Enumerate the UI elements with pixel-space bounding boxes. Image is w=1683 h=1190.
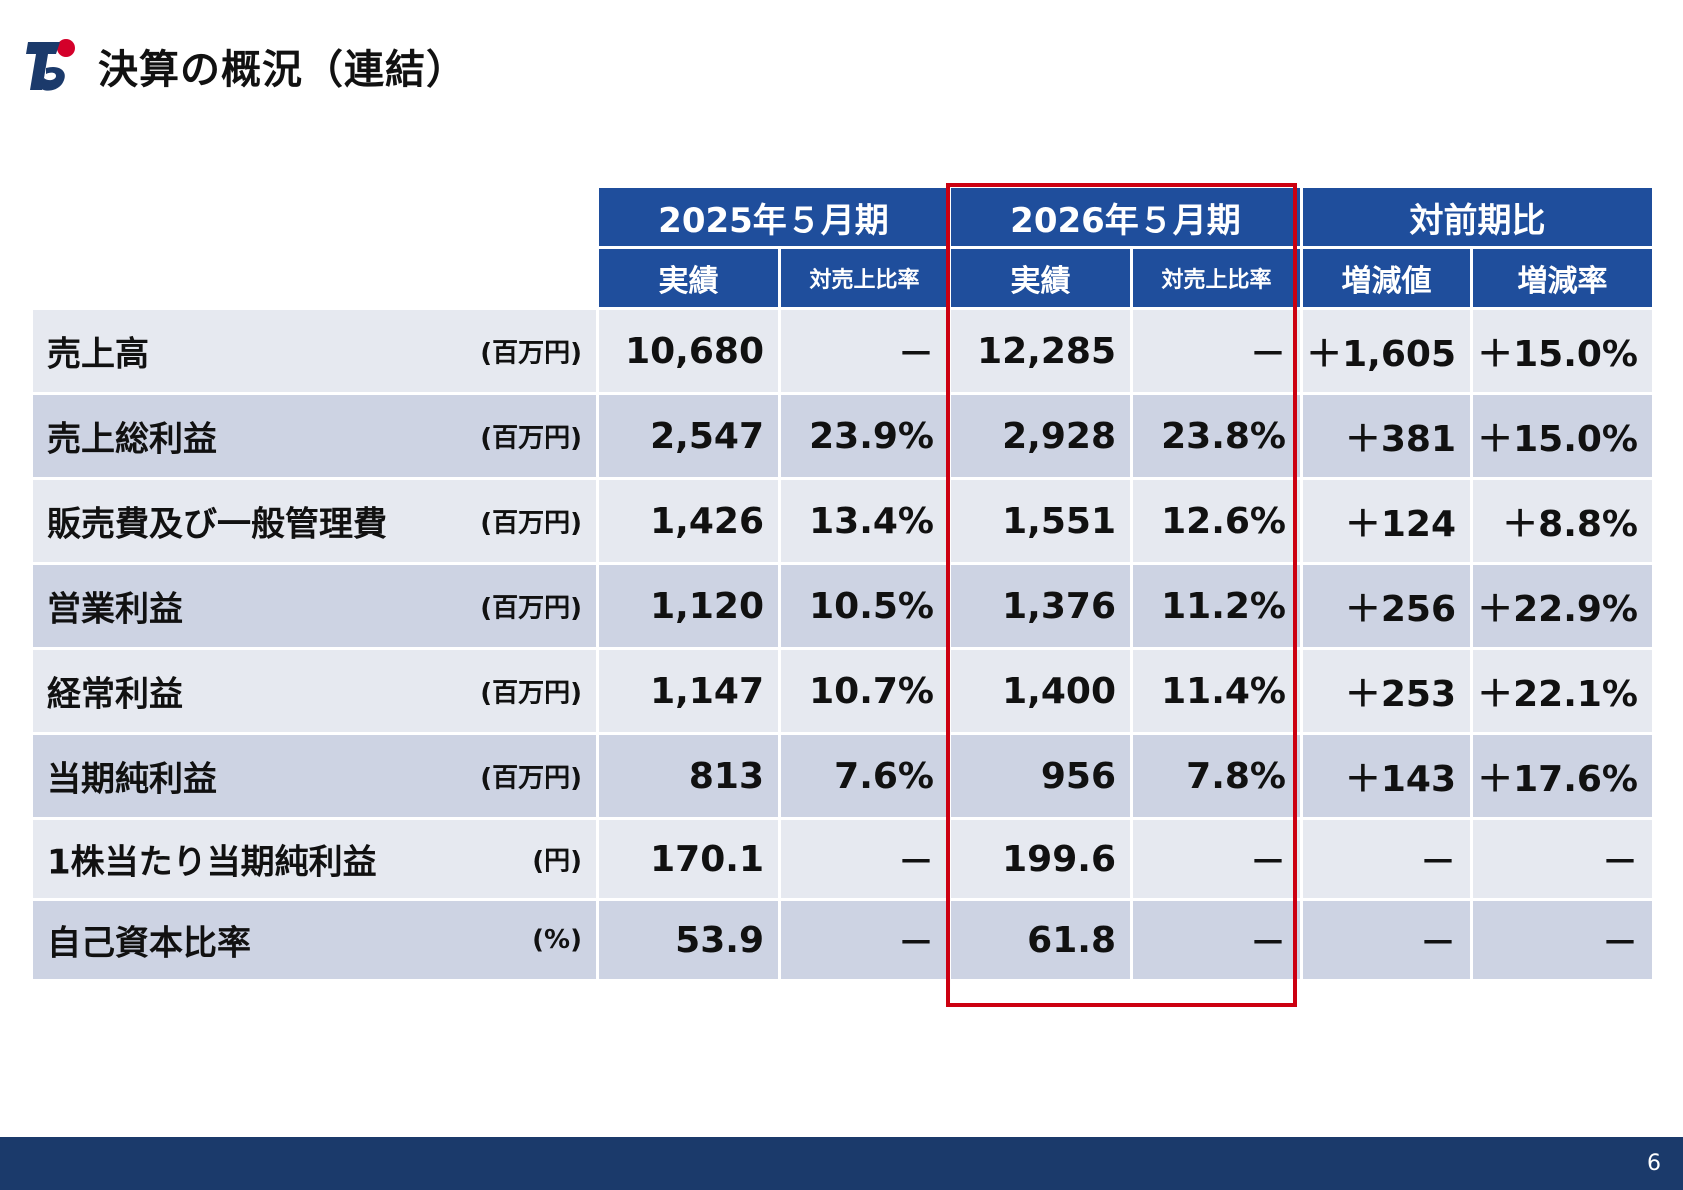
value-cell: 956 <box>948 732 1133 820</box>
value-cell: 7.8% <box>1130 732 1303 820</box>
row-label-cell: 売上総利益 (百万円) <box>30 392 599 480</box>
value-cell: － <box>1470 817 1655 901</box>
value-cell: 10,680 <box>596 307 781 395</box>
row-label-cell: 1株当たり当期純利益 (円) <box>30 817 599 901</box>
row-unit: (円) <box>532 846 582 877</box>
sub-header-change-rate: 増減率 <box>1470 246 1655 310</box>
value-cell: － <box>1300 817 1473 901</box>
value-cell: ＋22.9% <box>1470 562 1655 650</box>
value-cell: ＋1,605 <box>1300 307 1473 395</box>
row-label-cell: 営業利益 (百万円) <box>30 562 599 650</box>
value-cell: 2,547 <box>596 392 781 480</box>
value-cell: ＋143 <box>1300 732 1473 820</box>
value-cell: 170.1 <box>596 817 781 901</box>
value-cell: ＋256 <box>1300 562 1473 650</box>
value-cell: 23.9% <box>778 392 951 480</box>
row-unit: (百万円) <box>480 763 582 794</box>
sub-header-row: 実績 対売上比率 実績 対売上比率 増減値 増減率 <box>31 246 1655 310</box>
value-cell: 2,928 <box>948 392 1133 480</box>
value-cell: － <box>778 898 951 982</box>
value-cell: － <box>1130 307 1303 395</box>
financial-summary-table: 2025年５月期 2026年５月期 対前期比 実績 対売上比率 実績 対売上比率… <box>30 185 1655 982</box>
value-cell: ＋15.0% <box>1470 307 1655 395</box>
page-number: 6 <box>1647 1151 1661 1176</box>
value-cell: 11.4% <box>1130 647 1303 735</box>
value-cell: 10.7% <box>778 647 951 735</box>
value-cell: 13.4% <box>778 477 951 565</box>
value-cell: 61.8 <box>948 898 1133 982</box>
header-blank-cell <box>31 247 598 309</box>
row-label-cell: 売上高 (百万円) <box>30 307 599 395</box>
group-header-yoy: 対前期比 <box>1300 185 1655 249</box>
value-cell: 1,426 <box>596 477 781 565</box>
row-label-cell: 自己資本比率 (%) <box>30 898 599 982</box>
table-row: 当期純利益 (百万円) 813 7.6% 956 7.8% ＋143 ＋17.6% <box>30 732 1655 820</box>
table-row: 営業利益 (百万円) 1,120 10.5% 1,376 11.2% ＋256 ＋… <box>30 562 1655 650</box>
value-cell: 11.2% <box>1130 562 1303 650</box>
row-unit: (百万円) <box>480 593 582 624</box>
row-label: 営業利益 <box>47 589 183 630</box>
value-cell: － <box>778 817 951 901</box>
sub-header-ratio-2026: 対売上比率 <box>1130 246 1303 310</box>
value-cell: 53.9 <box>596 898 781 982</box>
value-cell: － <box>1470 898 1655 982</box>
company-t-logo-icon <box>26 38 78 94</box>
sub-header-actual-2025: 実績 <box>596 246 781 310</box>
value-cell: ＋381 <box>1300 392 1473 480</box>
row-unit: (百万円) <box>480 508 582 539</box>
value-cell: － <box>1130 898 1303 982</box>
value-cell: － <box>778 307 951 395</box>
page-title: 決算の概況（連結） <box>98 47 467 93</box>
value-cell: 7.6% <box>778 732 951 820</box>
value-cell: 1,400 <box>948 647 1133 735</box>
value-cell: 199.6 <box>948 817 1133 901</box>
header-blank-cell <box>31 186 598 248</box>
value-cell: － <box>1300 898 1473 982</box>
row-label-cell: 経常利益 (百万円) <box>30 647 599 735</box>
group-header-fy2025: 2025年５月期 <box>596 185 951 249</box>
value-cell: 23.8% <box>1130 392 1303 480</box>
table-row: 販売費及び一般管理費 (百万円) 1,426 13.4% 1,551 12.6% … <box>30 477 1655 565</box>
value-cell: 1,551 <box>948 477 1133 565</box>
row-unit: (%) <box>532 925 582 955</box>
group-header-fy2026: 2026年５月期 <box>948 185 1303 249</box>
sub-header-ratio-2025: 対売上比率 <box>778 246 951 310</box>
row-label: 当期純利益 <box>47 759 217 800</box>
sub-header-actual-2026: 実績 <box>948 246 1133 310</box>
value-cell: 813 <box>596 732 781 820</box>
table-row: 経常利益 (百万円) 1,147 10.7% 1,400 11.4% ＋253 ＋… <box>30 647 1655 735</box>
table-row: 売上高 (百万円) 10,680 － 12,285 － ＋1,605 ＋15.0% <box>30 307 1655 395</box>
slide-header: 決算の概況（連結） <box>26 36 467 96</box>
row-label: 売上総利益 <box>47 419 217 460</box>
value-cell: 1,147 <box>596 647 781 735</box>
value-cell: ＋15.0% <box>1470 392 1655 480</box>
table-row: 売上総利益 (百万円) 2,547 23.9% 2,928 23.8% ＋381 … <box>30 392 1655 480</box>
row-unit: (百万円) <box>480 338 582 369</box>
table-row: 自己資本比率 (%) 53.9 － 61.8 － － － <box>30 898 1655 982</box>
value-cell: 10.5% <box>778 562 951 650</box>
row-label: 自己資本比率 <box>47 923 251 964</box>
row-label-cell: 販売費及び一般管理費 (百万円) <box>30 477 599 565</box>
row-label: 売上高 <box>47 334 149 375</box>
value-cell: 12.6% <box>1130 477 1303 565</box>
row-unit: (百万円) <box>480 423 582 454</box>
value-cell: － <box>1130 817 1303 901</box>
value-cell: ＋253 <box>1300 647 1473 735</box>
row-label: 経常利益 <box>47 674 183 715</box>
footer-bar: 6 <box>0 1137 1683 1190</box>
value-cell: 1,376 <box>948 562 1133 650</box>
value-cell: ＋124 <box>1300 477 1473 565</box>
group-header-row: 2025年５月期 2026年５月期 対前期比 <box>31 185 1655 249</box>
table-row: 1株当たり当期純利益 (円) 170.1 － 199.6 － － － <box>30 817 1655 901</box>
row-label: 1株当たり当期純利益 <box>47 842 377 883</box>
row-unit: (百万円) <box>480 678 582 709</box>
sub-header-change-value: 増減値 <box>1300 246 1473 310</box>
row-label-cell: 当期純利益 (百万円) <box>30 732 599 820</box>
value-cell: ＋8.8% <box>1470 477 1655 565</box>
value-cell: 12,285 <box>948 307 1133 395</box>
value-cell: ＋22.1% <box>1470 647 1655 735</box>
row-label: 販売費及び一般管理費 <box>47 504 387 545</box>
value-cell: 1,120 <box>596 562 781 650</box>
value-cell: ＋17.6% <box>1470 732 1655 820</box>
